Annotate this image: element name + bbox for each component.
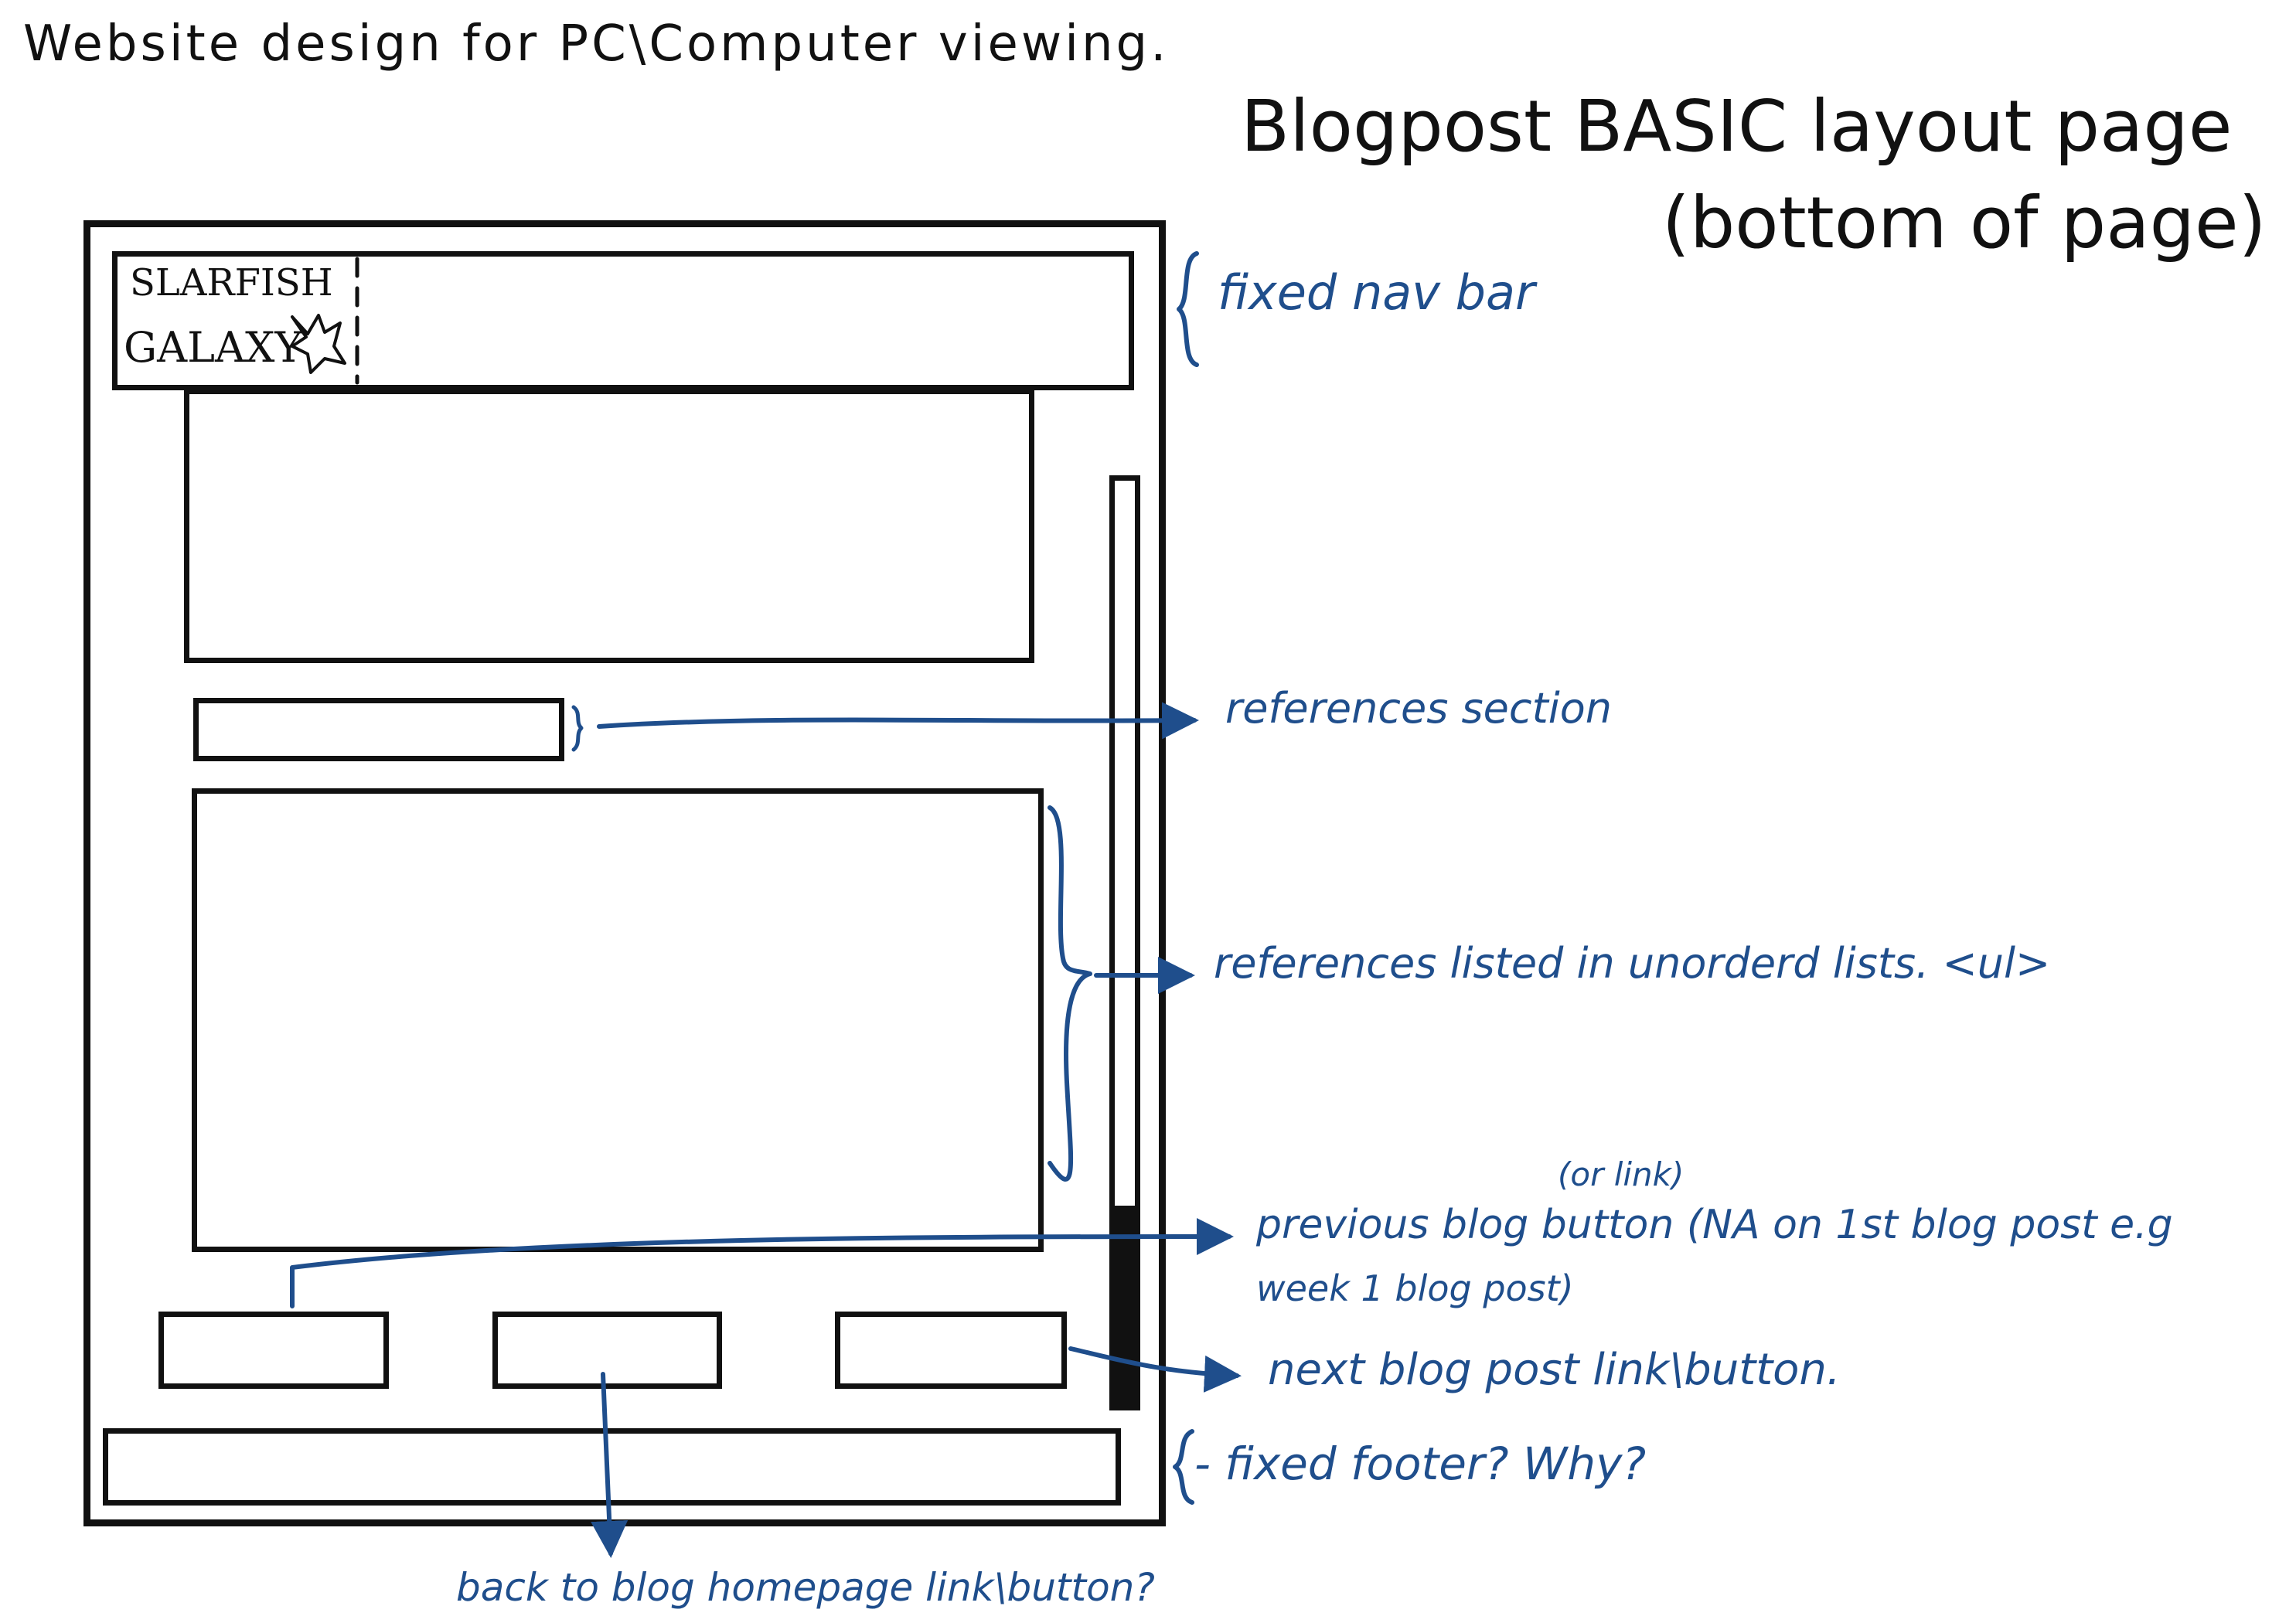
- references-list-brace: [1048, 805, 1092, 1182]
- next-blog-post-button[interactable]: [835, 1312, 1067, 1389]
- logo-text-line2: GALAXY: [124, 323, 303, 372]
- page-title-subline: (bottom of page): [1662, 182, 2267, 264]
- annotation-fixed-footer: - fixed footer? Why?: [1194, 1438, 1647, 1490]
- annotation-previous-note: (or link): [1558, 1155, 1685, 1193]
- back-to-blog-home-button[interactable]: [492, 1312, 722, 1389]
- scrollbar-thumb[interactable]: [1109, 1206, 1140, 1410]
- starfish-logo-icon: [291, 314, 346, 374]
- nav-brace: [1177, 251, 1199, 367]
- annotation-references-list: references listed in unorderd lists. <ul…: [1214, 939, 2051, 988]
- previous-button-arrow: [290, 1218, 1234, 1308]
- footer-brace: [1173, 1429, 1194, 1505]
- references-section-arrow: [597, 702, 1199, 740]
- references-heading-block: [193, 698, 564, 761]
- annotation-back-button: back to blog homepage link\button?: [456, 1565, 1155, 1610]
- nav-bar: [112, 251, 1134, 390]
- annotation-previous-button: previous blog button (NA on 1st blog pos…: [1256, 1202, 2173, 1248]
- annotation-previous-button-line2: week 1 blog post): [1256, 1267, 1574, 1309]
- annotation-next-button: next blog post link\button.: [1268, 1345, 1841, 1395]
- design-subtitle: Website design for PC\Computer viewing.: [23, 15, 1170, 73]
- page-title: Blogpost BASIC layout page: [1241, 85, 2233, 168]
- annotation-fixed-nav-bar: fixed nav bar: [1218, 264, 1535, 321]
- fixed-footer: [103, 1428, 1121, 1506]
- references-section-brace: [571, 705, 584, 752]
- annotation-references-section: references section: [1225, 684, 1613, 733]
- next-button-arrow: [1068, 1346, 1242, 1393]
- back-button-arrow: [591, 1372, 629, 1558]
- previous-blog-button[interactable]: [158, 1312, 389, 1389]
- references-list-block: [192, 788, 1044, 1252]
- content-image-block: [184, 389, 1034, 663]
- logo-text-line1: SLARFISH: [130, 261, 333, 305]
